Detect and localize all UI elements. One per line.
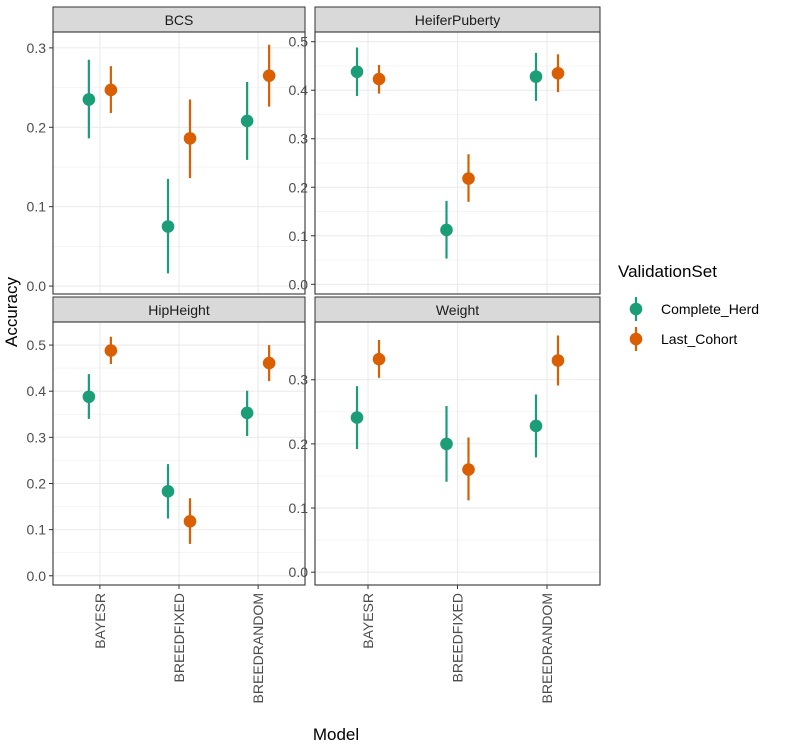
- facet-title: HipHeight: [148, 302, 210, 318]
- point-complete-herd: [240, 114, 254, 128]
- y-tick-label: 0.1: [27, 199, 47, 215]
- y-tick-label: 0.0: [289, 564, 309, 580]
- y-tick-label: 0.1: [289, 228, 309, 244]
- point-complete-herd: [350, 411, 364, 424]
- y-tick-label: 0.2: [27, 119, 47, 135]
- point-last-cohort: [551, 354, 565, 367]
- legend-title: ValidationSet: [618, 262, 717, 281]
- panel-border: [314, 31, 601, 295]
- y-tick-label: 0.2: [289, 179, 309, 195]
- point-complete-herd: [440, 223, 453, 237]
- y-tick-label: 0.1: [27, 522, 47, 538]
- point-last-cohort: [551, 66, 565, 80]
- facet-weight: Weight 0.0 0.1 0.2 0.3: [289, 296, 601, 589]
- x-axis-title: Model: [313, 725, 359, 741]
- legend-key-point: [629, 302, 643, 316]
- point-last-cohort: [372, 72, 386, 86]
- point-last-cohort: [104, 344, 118, 357]
- panel-border: [52, 31, 306, 295]
- point-complete-herd: [350, 65, 364, 79]
- legend-key-point: [629, 332, 643, 346]
- y-tick-label: 0.3: [27, 429, 47, 445]
- y-tick-label: 0.1: [289, 500, 309, 516]
- facet-bcs: BCS 0.0 0.1 0.2 0.3: [27, 6, 306, 295]
- legend-label: Last_Cohort: [661, 331, 737, 347]
- point-last-cohort: [104, 83, 118, 97]
- facet-hipheight: HipHeight 0.0 0.1 0.2 0.3 0.4 0.5: [27, 296, 306, 589]
- facet-strip: [52, 296, 306, 323]
- point-last-cohort: [262, 69, 276, 82]
- y-tick-label: 0.3: [27, 40, 47, 56]
- facet-heiferpuberty: HeiferPuberty 0.0 0.1 0.2 0.3 0.4 0.5: [289, 6, 601, 295]
- y-tick-label: 0.3: [289, 131, 309, 147]
- x-tick-label: BAYESR: [92, 593, 108, 649]
- x-tick-label: BREEDFIXED: [450, 593, 466, 682]
- y-tick-label: 0.4: [27, 383, 47, 399]
- x-tick-labels: BAYESR BREEDFIXED BREEDRANDOM BAYESR BREEDFI…: [92, 593, 555, 703]
- facet-strip: [52, 6, 306, 33]
- y-tick-label: 0.4: [289, 82, 309, 98]
- facets-layer: BCS 0.0 0.1 0.2 0.3 HeiferPuberty 0.0 0.1 0.2 0.3…: [27, 6, 601, 589]
- point-last-cohort: [372, 352, 386, 366]
- y-tick-label: 0.0: [289, 276, 309, 292]
- point-complete-herd: [440, 437, 453, 451]
- facet-strip: [314, 296, 601, 323]
- y-tick-label: 0.0: [27, 568, 47, 584]
- y-tick-label: 0.0: [27, 278, 47, 294]
- facet-strip: [314, 6, 601, 33]
- y-tick-label: 0.3: [289, 372, 309, 388]
- x-tick-label: BAYESR: [360, 593, 376, 649]
- x-tick-label: BREEDRANDOM: [250, 593, 266, 703]
- point-last-cohort: [183, 132, 197, 145]
- y-tick-label: 0.5: [289, 34, 309, 50]
- y-tick-label: 0.2: [289, 436, 309, 452]
- x-tick-label: BREEDFIXED: [171, 593, 187, 682]
- legend-items: Complete_Herd Last_Cohort: [629, 297, 759, 351]
- y-tick-label: 0.2: [27, 475, 47, 491]
- point-complete-herd: [529, 419, 543, 433]
- point-complete-herd: [82, 93, 96, 106]
- point-complete-herd: [240, 406, 254, 420]
- x-tick-label: BREEDRANDOM: [539, 593, 555, 703]
- facet-title: BCS: [165, 12, 194, 28]
- facet-title: HeiferPuberty: [415, 12, 501, 28]
- legend-label: Complete_Herd: [661, 301, 759, 317]
- point-complete-herd: [82, 390, 96, 404]
- point-last-cohort: [262, 356, 276, 370]
- facet-title: Weight: [436, 302, 479, 318]
- y-axis-title: Accuracy: [2, 277, 21, 347]
- point-complete-herd: [529, 70, 543, 83]
- legend: ValidationSet Complete_Herd Last_Cohort: [618, 262, 759, 351]
- point-complete-herd: [161, 220, 175, 233]
- y-tick-label: 0.5: [27, 337, 47, 353]
- point-last-cohort: [462, 172, 475, 185]
- point-complete-herd: [161, 485, 175, 498]
- point-last-cohort: [183, 515, 197, 528]
- point-last-cohort: [462, 463, 475, 476]
